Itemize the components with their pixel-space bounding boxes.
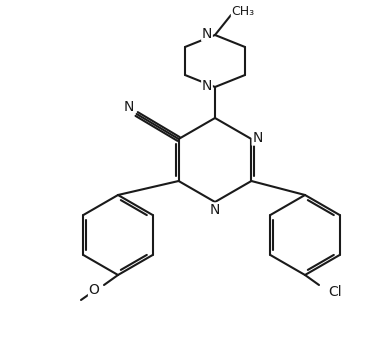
Text: O: O bbox=[89, 283, 99, 297]
Text: N: N bbox=[202, 79, 212, 93]
Text: N: N bbox=[202, 27, 212, 41]
Text: N: N bbox=[123, 100, 134, 114]
Text: N: N bbox=[210, 203, 220, 217]
Text: Cl: Cl bbox=[328, 285, 342, 299]
Text: CH₃: CH₃ bbox=[231, 4, 254, 18]
Text: N: N bbox=[252, 131, 262, 145]
